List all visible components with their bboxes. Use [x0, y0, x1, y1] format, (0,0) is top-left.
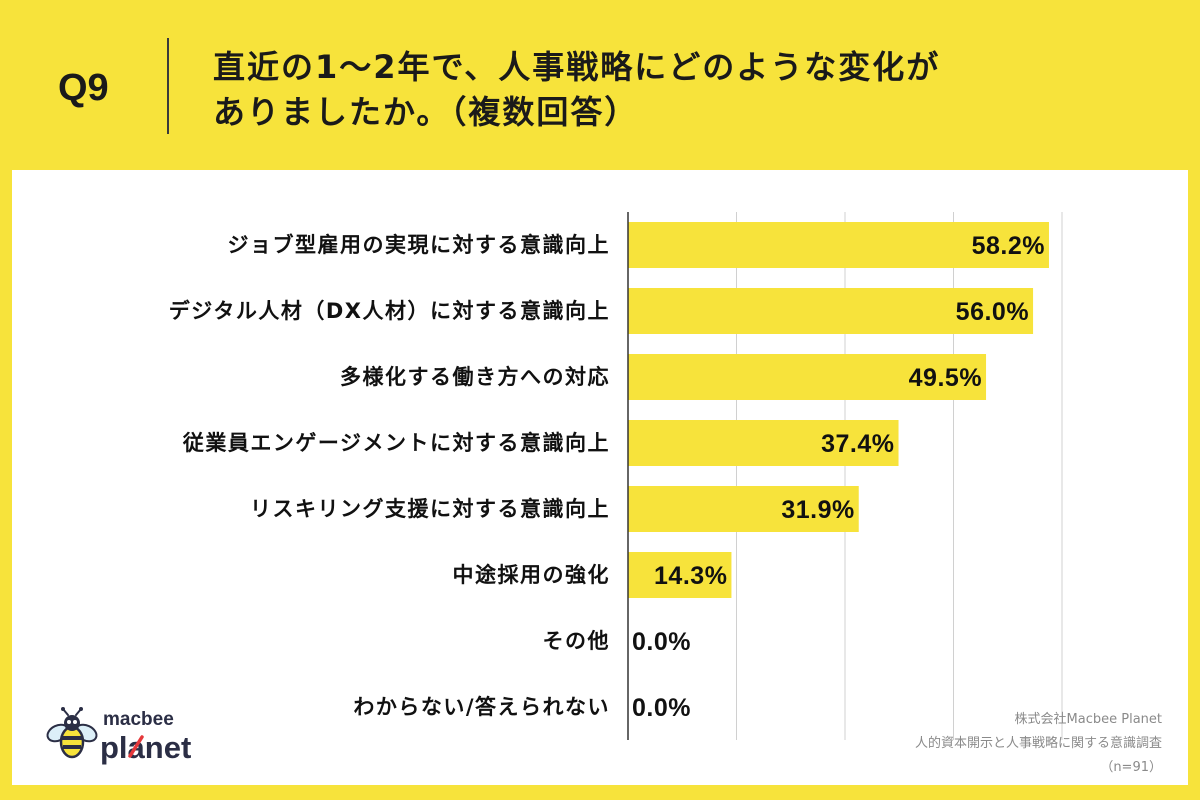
category-label: リスキリング支援に対する意識向上 [250, 497, 610, 521]
source-survey-title: 人的資本開示と人事戦略に関する意識調査 [914, 736, 1162, 751]
logo-wordmark-bottom: planet [100, 730, 191, 765]
value-label: 0.0% [632, 628, 691, 656]
chart-card: ジョブ型雇用の実現に対する意識向上デジタル人材（DX人材）に対する意識向上多様化… [12, 170, 1188, 785]
bar [628, 222, 1049, 268]
value-label: 37.4% [821, 430, 894, 458]
logo-wordmark-top: macbee [103, 709, 174, 730]
value-label: 31.9% [781, 496, 854, 524]
question-title-line-2: ありましたか。（複数回答） [213, 93, 639, 131]
bar [628, 288, 1034, 334]
value-label: 49.5% [909, 364, 982, 392]
source-company: 株式会社Macbee Planet [1014, 712, 1162, 727]
category-label: 中途採用の強化 [453, 563, 611, 587]
bar [628, 552, 732, 598]
category-label: 従業員エンゲージメントに対する意識向上 [182, 431, 610, 455]
bar [628, 354, 987, 400]
bee-icon [46, 707, 98, 759]
logo-accent-slash [128, 735, 144, 758]
value-label: 0.0% [632, 694, 691, 722]
question-title-line-1: 直近の1〜2年で、人事戦略にどのような変化が [213, 48, 941, 86]
category-label: 多様化する働き方への対応 [340, 365, 610, 389]
value-label: 56.0% [956, 298, 1029, 326]
macbee-planet-logo: macbee planet [46, 707, 191, 765]
source-note: 株式会社Macbee Planet 人的資本開示と人事戦略に関する意識調査 （n… [915, 708, 1162, 780]
category-label: ジョブ型雇用の実現に対する意識向上 [228, 233, 611, 257]
question-title: 直近の1〜2年で、人事戦略にどのような変化が ありましたか。（複数回答） [213, 45, 940, 135]
category-label: わからない/答えられない [353, 695, 610, 719]
header-divider [167, 38, 169, 134]
horizontal-bar-chart: ジョブ型雇用の実現に対する意識向上デジタル人材（DX人材）に対する意識向上多様化… [169, 212, 1063, 740]
bar [628, 420, 899, 466]
question-number: Q9 [58, 67, 109, 109]
value-label: 14.3% [654, 562, 727, 590]
category-label: デジタル人材（DX人材）に対する意識向上 [169, 299, 610, 323]
source-sample-size: （n=91） [1100, 760, 1162, 775]
bar [628, 486, 859, 532]
category-label: その他 [543, 629, 611, 653]
value-label: 58.2% [972, 232, 1045, 260]
